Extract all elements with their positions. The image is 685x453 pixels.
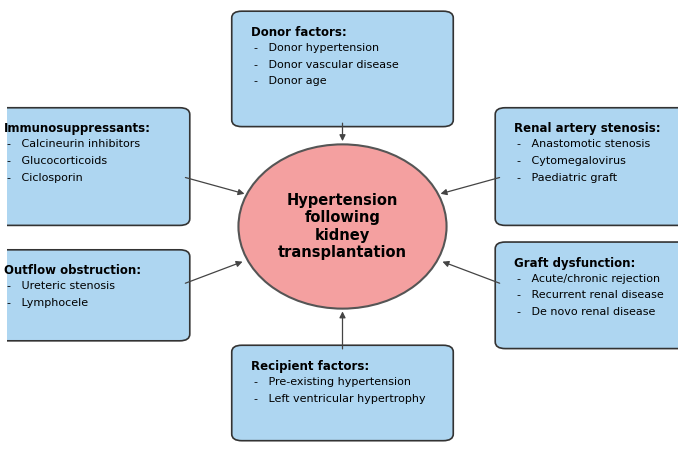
FancyBboxPatch shape <box>0 250 190 341</box>
Text: -   Left ventricular hypertrophy: - Left ventricular hypertrophy <box>254 394 425 404</box>
FancyBboxPatch shape <box>0 108 190 226</box>
Text: Hypertension
following
kidney
transplantation: Hypertension following kidney transplant… <box>278 193 407 260</box>
Text: -   Recurrent renal disease: - Recurrent renal disease <box>517 290 664 300</box>
Text: Outflow obstruction:: Outflow obstruction: <box>4 265 141 277</box>
FancyBboxPatch shape <box>495 108 685 226</box>
FancyBboxPatch shape <box>495 242 685 349</box>
Ellipse shape <box>238 145 447 308</box>
Text: Recipient factors:: Recipient factors: <box>251 360 369 373</box>
Text: Renal artery stenosis:: Renal artery stenosis: <box>514 122 660 135</box>
FancyBboxPatch shape <box>232 345 453 441</box>
Text: -   Lymphocele: - Lymphocele <box>7 298 88 308</box>
Text: -   Donor hypertension: - Donor hypertension <box>254 43 379 53</box>
Text: Graft dysfunction:: Graft dysfunction: <box>514 257 636 270</box>
Text: -   Cytomegalovirus: - Cytomegalovirus <box>517 156 626 166</box>
Text: -   Anastomotic stenosis: - Anastomotic stenosis <box>517 139 651 149</box>
Text: -   Pre-existing hypertension: - Pre-existing hypertension <box>254 377 411 387</box>
Text: -   Calcineurin inhibitors: - Calcineurin inhibitors <box>7 139 140 149</box>
Text: -   Ureteric stenosis: - Ureteric stenosis <box>7 281 115 291</box>
FancyBboxPatch shape <box>232 11 453 127</box>
Text: -   Acute/chronic rejection: - Acute/chronic rejection <box>517 274 660 284</box>
Text: -   Donor age: - Donor age <box>254 77 327 87</box>
Text: Donor factors:: Donor factors: <box>251 26 347 39</box>
Text: -   Paediatric graft: - Paediatric graft <box>517 173 617 183</box>
Text: -   Donor vascular disease: - Donor vascular disease <box>254 60 399 70</box>
Text: -   Ciclosporin: - Ciclosporin <box>7 173 83 183</box>
Text: Immunosuppressants:: Immunosuppressants: <box>4 122 151 135</box>
Text: -   De novo renal disease: - De novo renal disease <box>517 307 656 317</box>
Text: -   Glucocorticoids: - Glucocorticoids <box>7 156 108 166</box>
